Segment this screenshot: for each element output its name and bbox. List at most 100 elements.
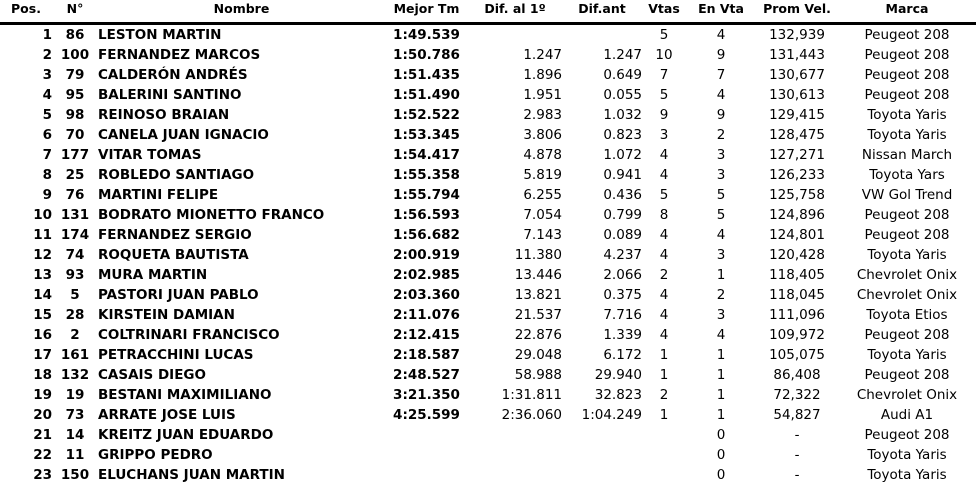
cell-dif-ant <box>562 24 642 46</box>
cell-en-vta: 0 <box>716 467 726 483</box>
cell-marca: Peugeot 208 <box>864 327 950 343</box>
cell-num: 95 <box>65 87 85 103</box>
cell-marca: Peugeot 208 <box>864 87 950 103</box>
cell-vtas: 10 <box>655 47 673 63</box>
table-row: 14 5 PASTORI JUAN PABLO 2:03.360 13.821 0.375… <box>0 285 976 305</box>
cell-nombre: BESTANI MAXIMILIANO <box>98 387 272 403</box>
cell-prom-vel: 54,827 <box>773 407 821 423</box>
cell-nombre: ROQUETA BAUTISTA <box>98 247 249 263</box>
cell-num: 25 <box>65 167 85 183</box>
cell-dif-al-1: 13.446 <box>514 267 562 283</box>
cell-pos: 2 <box>42 47 52 63</box>
cell-nombre: LESTON MARTIN <box>98 27 222 43</box>
cell-marca: Toyota Etios <box>866 307 948 323</box>
cell-marca: Peugeot 208 <box>864 27 950 43</box>
column-header-num: N° <box>66 1 84 16</box>
cell-num: 100 <box>60 47 90 63</box>
cell-prom-vel: 118,405 <box>769 267 825 283</box>
cell-pos: 12 <box>33 247 52 263</box>
cell-marca: Toyota Yaris <box>867 127 947 143</box>
cell-num: 161 <box>60 347 90 363</box>
cell-num: 132 <box>60 367 90 383</box>
cell-prom-vel: 86,408 <box>773 367 821 383</box>
cell-dif-al-1: 2:36.060 <box>501 407 562 423</box>
cell-mejor-tm: 1:51.435 <box>393 67 460 83</box>
cell-dif-al-1: 7.054 <box>523 207 562 223</box>
cell-pos: 9 <box>42 187 52 203</box>
table-row: 4 95 BALERINI SANTINO 1:51.490 1.951 0.055 5 4 1… <box>0 85 976 105</box>
cell-pos: 6 <box>42 127 52 143</box>
cell-prom-vel: 124,801 <box>769 227 825 243</box>
cell-marca: Chevrolet Onix <box>856 387 958 403</box>
cell-dif-ant: 0.375 <box>603 287 642 303</box>
cell-marca: Peugeot 208 <box>864 47 950 63</box>
cell-dif-al-1: 5.819 <box>523 167 562 183</box>
cell-pos: 4 <box>42 87 52 103</box>
table-row: 1 86 LESTON MARTIN 1:49.539 5 4 132,939 Peugeot… <box>0 24 976 46</box>
cell-num: 150 <box>60 467 90 483</box>
cell-en-vta: 3 <box>716 167 726 183</box>
cell-nombre: CALDERÓN ANDRÉS <box>98 67 248 83</box>
cell-nombre: MARTINI FELIPE <box>98 187 219 203</box>
cell-vtas: 4 <box>659 287 669 303</box>
table-header: Pos. N° Nombre Mejor Tm Dif. al 1º Dif.a… <box>0 0 976 24</box>
column-header-mejor-tm: Mejor Tm <box>393 1 460 16</box>
cell-dif-al-1 <box>468 465 562 485</box>
column-header-nombre: Nombre <box>213 1 270 16</box>
cell-dif-ant: 4.237 <box>603 247 642 263</box>
table-row: 19 19 BESTANI MAXIMILIANO 3:21.350 1:31.811 3… <box>0 385 976 405</box>
cell-num: 131 <box>60 207 90 223</box>
cell-dif-ant: 1:04.249 <box>581 407 642 423</box>
cell-prom-vel: 132,939 <box>769 27 825 43</box>
cell-mejor-tm: 2:48.527 <box>393 367 460 383</box>
cell-pos: 5 <box>42 107 52 123</box>
cell-num: 76 <box>65 187 85 203</box>
cell-mejor-tm: 1:55.794 <box>393 187 460 203</box>
cell-prom-vel: 131,443 <box>769 47 825 63</box>
cell-vtas: 4 <box>659 307 669 323</box>
cell-nombre: ELUCHANS JUAN MARTIN <box>98 467 285 483</box>
cell-marca: Nissan March <box>861 147 953 163</box>
cell-prom-vel: 128,475 <box>769 127 825 143</box>
cell-marca: Peugeot 208 <box>864 67 950 83</box>
cell-dif-al-1: 1.247 <box>523 47 562 63</box>
cell-pos: 11 <box>33 227 52 243</box>
cell-pos: 13 <box>33 267 52 283</box>
cell-vtas: 4 <box>659 227 669 243</box>
cell-pos: 3 <box>42 67 52 83</box>
cell-prom-vel: 124,896 <box>769 207 825 223</box>
cell-en-vta: 5 <box>716 187 726 203</box>
cell-dif-ant: 6.172 <box>603 347 642 363</box>
column-header-dif-al-1: Dif. al 1º <box>484 1 546 16</box>
cell-dif-al-1: 29.048 <box>514 347 562 363</box>
cell-en-vta: 4 <box>716 327 726 343</box>
cell-dif-al-1: 1:31.811 <box>501 387 562 403</box>
cell-marca: Peugeot 208 <box>864 227 950 243</box>
cell-marca: Audi A1 <box>880 407 934 423</box>
cell-marca: Toyota Yaris <box>867 107 947 123</box>
cell-vtas: 5 <box>659 187 669 203</box>
cell-vtas: 5 <box>659 27 669 43</box>
cell-dif-al-1: 1.896 <box>523 67 562 83</box>
cell-dif-al-1 <box>468 425 562 445</box>
cell-en-vta: 3 <box>716 147 726 163</box>
cell-vtas: 8 <box>659 207 669 223</box>
cell-dif-ant: 0.055 <box>603 87 642 103</box>
cell-marca: Peugeot 208 <box>864 207 950 223</box>
cell-vtas: 5 <box>659 87 669 103</box>
cell-mejor-tm: 2:02.985 <box>393 267 460 283</box>
cell-prom-vel: 125,758 <box>769 187 825 203</box>
cell-pos: 16 <box>33 327 52 343</box>
cell-vtas: 1 <box>659 407 669 423</box>
cell-vtas: 4 <box>659 327 669 343</box>
table-row: 21 14 KREITZ JUAN EDUARDO 0 - Peugeot 208 <box>0 425 976 445</box>
cell-dif-al-1: 2.983 <box>523 107 562 123</box>
cell-num: 2 <box>70 327 80 343</box>
cell-prom-vel: - <box>794 427 800 443</box>
column-header-vtas: Vtas <box>648 1 680 16</box>
cell-mejor-tm: 2:03.360 <box>393 287 460 303</box>
cell-dif-al-1 <box>468 445 562 465</box>
cell-mejor-tm: 1:56.682 <box>393 227 460 243</box>
cell-dif-ant: 29.940 <box>594 367 642 383</box>
cell-vtas: 4 <box>659 147 669 163</box>
